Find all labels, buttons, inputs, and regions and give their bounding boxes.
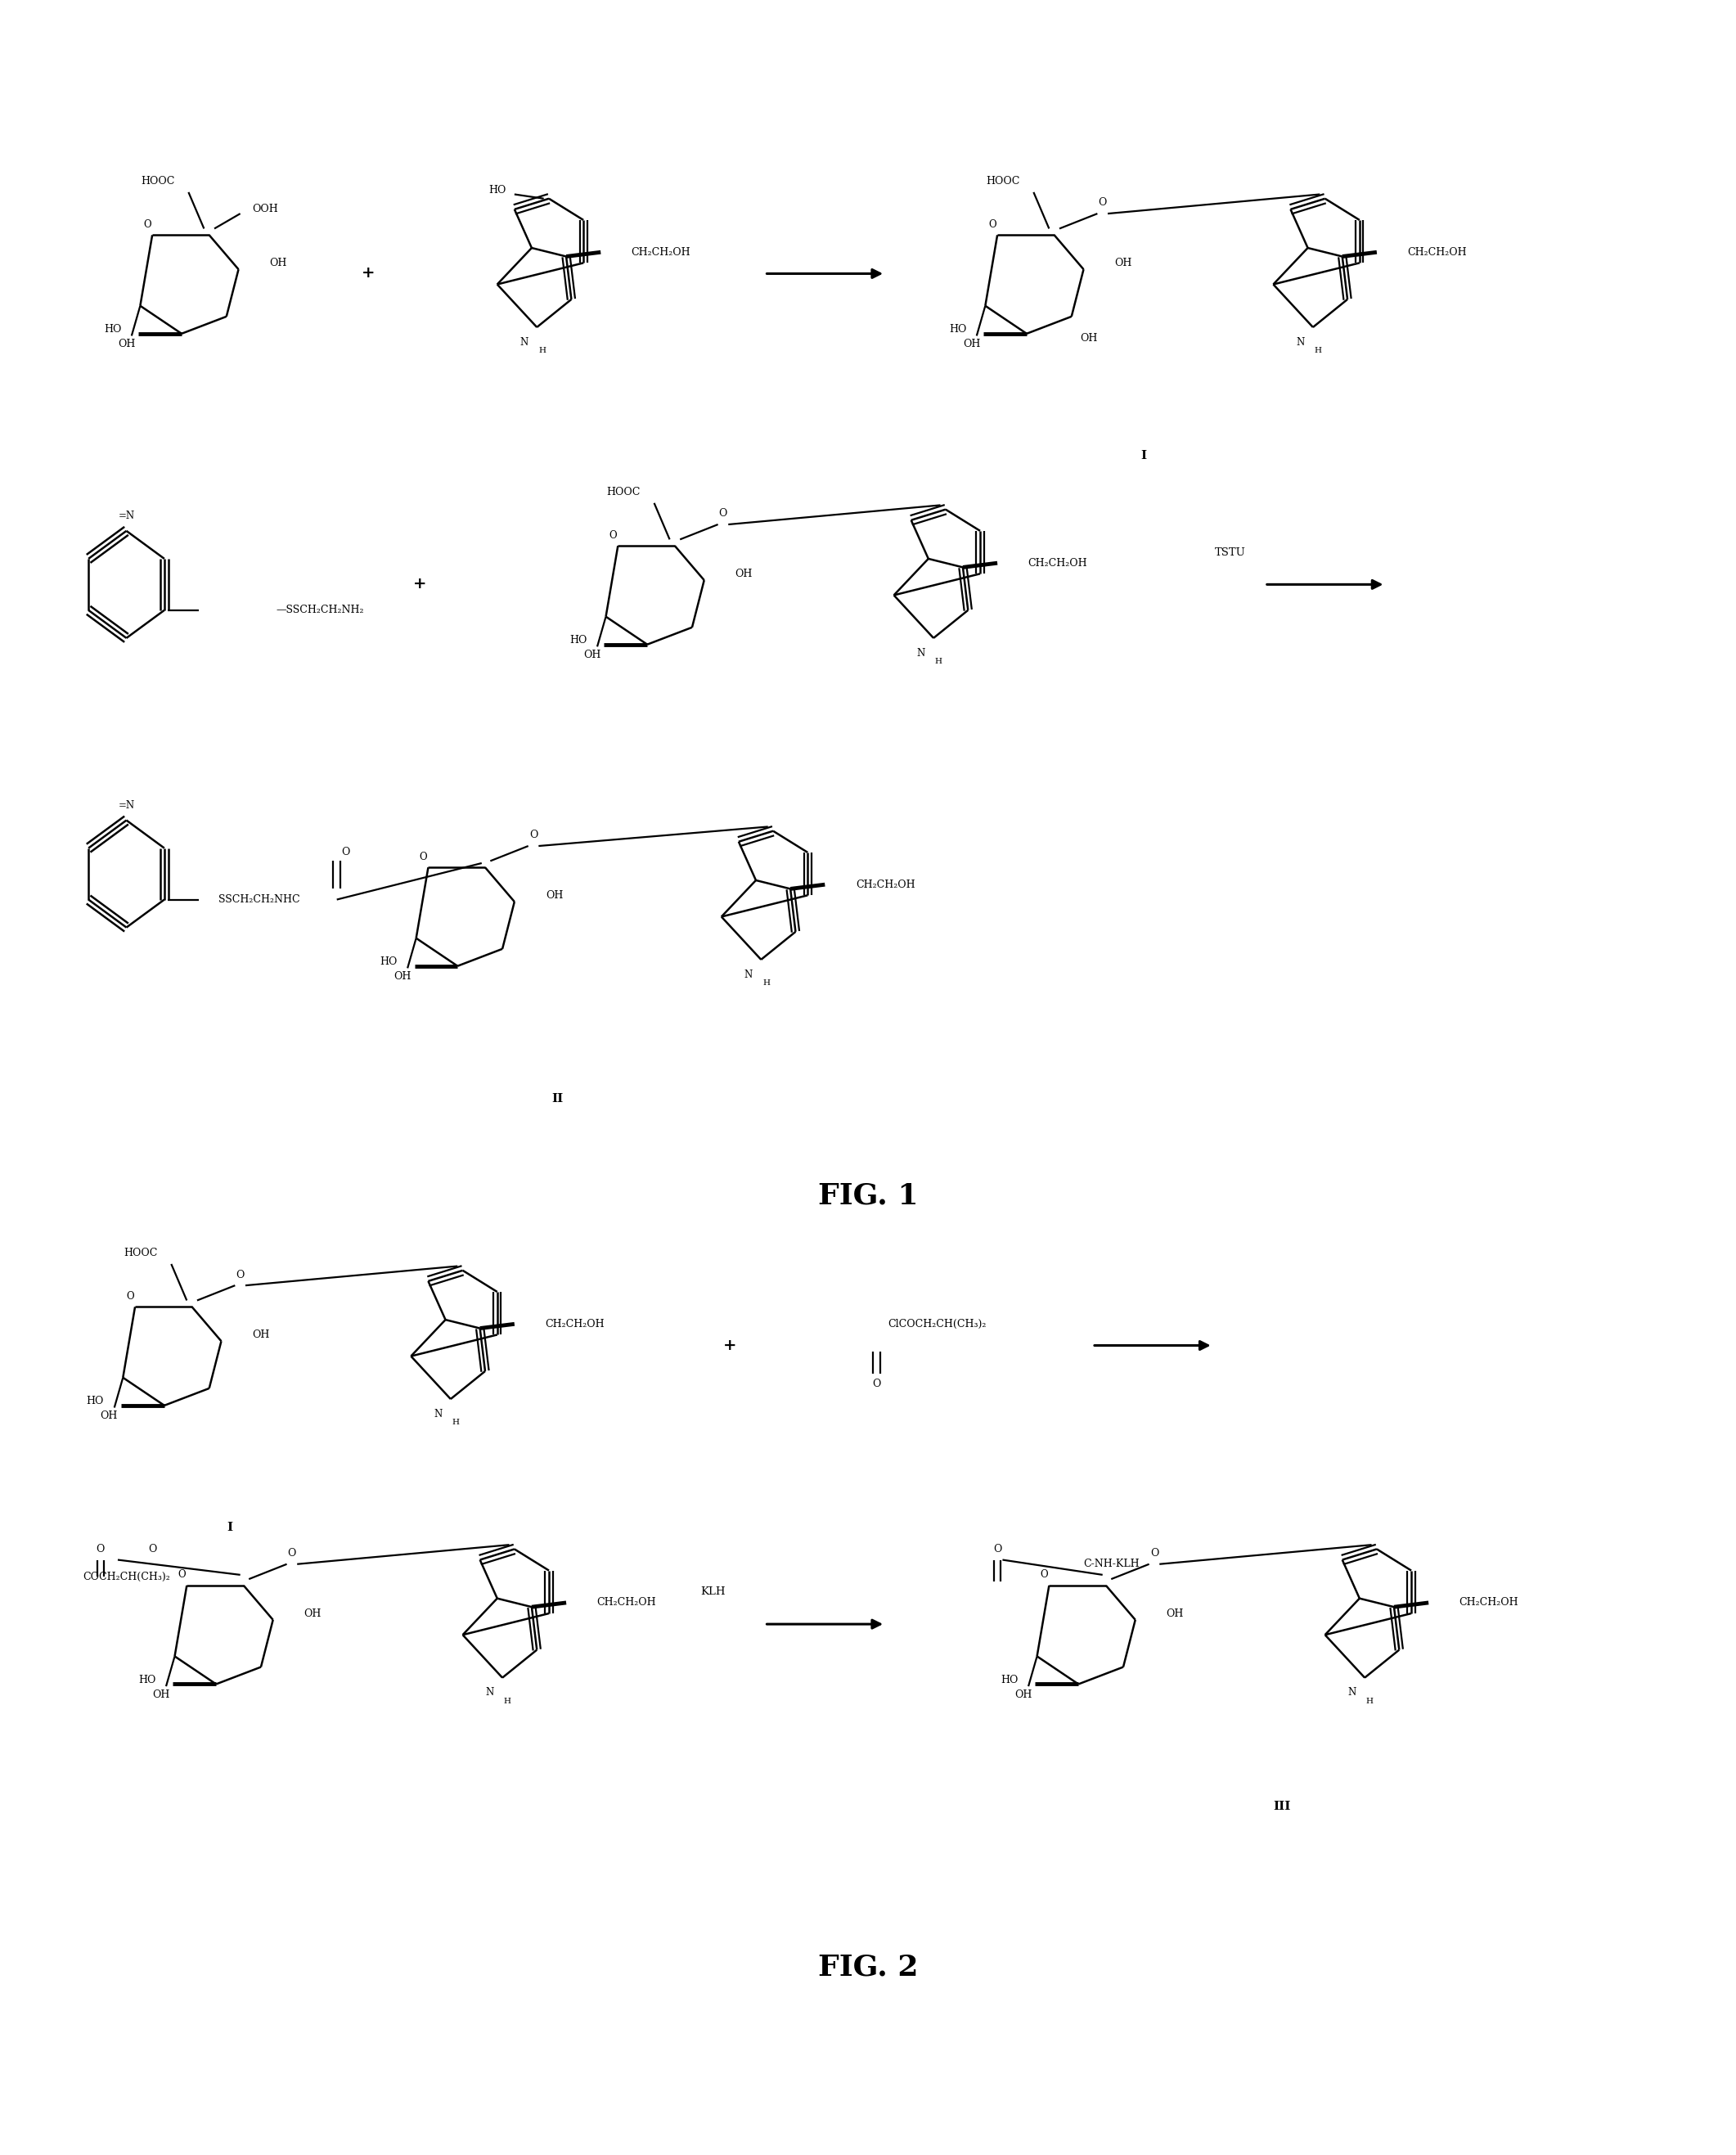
- Text: O: O: [993, 1543, 1002, 1554]
- Text: OOH: OOH: [252, 205, 278, 215]
- Text: FIG. 1: FIG. 1: [818, 1181, 918, 1209]
- Text: N: N: [1347, 1687, 1356, 1698]
- Text: HO: HO: [950, 323, 967, 334]
- Text: HOOC: HOOC: [606, 487, 641, 498]
- Text: OH: OH: [1115, 259, 1132, 267]
- Text: O: O: [719, 509, 727, 519]
- Text: C-NH-KLH: C-NH-KLH: [1083, 1558, 1141, 1569]
- Text: N: N: [1297, 336, 1304, 347]
- Text: CH₂CH₂OH: CH₂CH₂OH: [1408, 248, 1467, 256]
- Text: O: O: [1149, 1547, 1158, 1558]
- Text: HO: HO: [139, 1674, 156, 1685]
- Text: H: H: [503, 1698, 510, 1705]
- Text: II: II: [552, 1093, 564, 1106]
- Text: OH: OH: [1014, 1690, 1031, 1700]
- Text: CH₂CH₂OH: CH₂CH₂OH: [597, 1597, 656, 1608]
- Text: OH: OH: [736, 569, 753, 580]
- Text: N: N: [434, 1409, 443, 1420]
- Text: O: O: [127, 1291, 134, 1302]
- Text: HO: HO: [380, 957, 398, 968]
- Text: +: +: [361, 267, 375, 280]
- Text: O: O: [148, 1543, 156, 1554]
- Text: =N: =N: [118, 800, 135, 810]
- Text: CH₂CH₂OH: CH₂CH₂OH: [1460, 1597, 1519, 1608]
- Text: O: O: [873, 1379, 880, 1390]
- Text: N: N: [519, 336, 528, 347]
- Text: SSCH₂CH₂NHC: SSCH₂CH₂NHC: [219, 894, 300, 905]
- Text: OH: OH: [304, 1608, 321, 1618]
- Text: I: I: [227, 1521, 233, 1534]
- Text: I: I: [1141, 450, 1147, 461]
- Text: O: O: [1040, 1569, 1049, 1580]
- Text: KLH: KLH: [700, 1586, 726, 1597]
- Text: O: O: [288, 1547, 297, 1558]
- Text: O: O: [1099, 198, 1108, 209]
- Text: H: H: [762, 981, 771, 987]
- Text: O: O: [95, 1543, 104, 1554]
- Text: OH: OH: [118, 338, 135, 349]
- Text: OH: OH: [963, 338, 981, 349]
- Text: +: +: [413, 578, 427, 593]
- Text: H: H: [538, 347, 545, 353]
- Text: =N: =N: [118, 511, 135, 522]
- Text: H: H: [451, 1418, 460, 1427]
- Text: HO: HO: [1000, 1674, 1017, 1685]
- Text: OH: OH: [1080, 332, 1097, 343]
- Text: O: O: [988, 220, 996, 231]
- Text: OH: OH: [545, 890, 562, 901]
- Text: CH₂CH₂OH: CH₂CH₂OH: [1028, 558, 1087, 569]
- Text: N: N: [917, 649, 925, 659]
- Text: H: H: [936, 657, 943, 666]
- Text: +: +: [724, 1338, 736, 1353]
- Text: CH₂CH₂OH: CH₂CH₂OH: [856, 879, 915, 890]
- Text: HOOC: HOOC: [986, 177, 1019, 187]
- Text: OH: OH: [269, 259, 286, 267]
- Text: FIG. 2: FIG. 2: [818, 1952, 918, 1980]
- Text: O: O: [529, 830, 538, 840]
- Text: O: O: [142, 220, 151, 231]
- Text: CH₂CH₂OH: CH₂CH₂OH: [545, 1319, 604, 1330]
- Text: HO: HO: [104, 323, 122, 334]
- Text: N: N: [745, 970, 752, 981]
- Text: HO: HO: [569, 636, 587, 646]
- Text: OH: OH: [583, 651, 601, 662]
- Text: TSTU: TSTU: [1215, 547, 1246, 558]
- Text: HOOC: HOOC: [141, 177, 175, 187]
- Text: ClCOCH₂CH(CH₃)₂: ClCOCH₂CH(CH₃)₂: [887, 1319, 986, 1330]
- Text: O: O: [177, 1569, 186, 1580]
- Text: N: N: [486, 1687, 493, 1698]
- Text: O: O: [609, 530, 616, 541]
- Text: O: O: [418, 851, 427, 862]
- Text: HO: HO: [488, 185, 505, 196]
- Text: OH: OH: [153, 1690, 170, 1700]
- Text: H: H: [1314, 347, 1321, 353]
- Text: COCH₂CH(CH₃)₂: COCH₂CH(CH₃)₂: [83, 1571, 170, 1582]
- Text: O: O: [342, 847, 349, 858]
- Text: HOOC: HOOC: [123, 1248, 158, 1259]
- Text: HO: HO: [87, 1396, 104, 1407]
- Text: OH: OH: [101, 1412, 118, 1422]
- Text: H: H: [1366, 1698, 1373, 1705]
- Text: CH₂CH₂OH: CH₂CH₂OH: [632, 248, 691, 256]
- Text: III: III: [1272, 1802, 1290, 1812]
- Text: —SSCH₂CH₂NH₂: —SSCH₂CH₂NH₂: [276, 606, 365, 616]
- Text: OH: OH: [394, 972, 411, 983]
- Text: OH: OH: [252, 1330, 269, 1340]
- Text: OH: OH: [1167, 1608, 1184, 1618]
- Text: O: O: [236, 1269, 245, 1280]
